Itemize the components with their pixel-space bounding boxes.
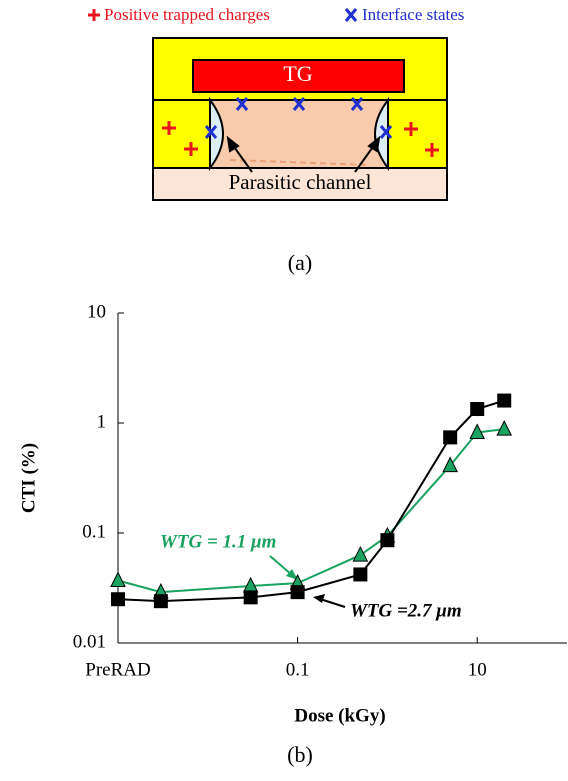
gate-label: TG (283, 61, 312, 86)
marker (290, 585, 305, 600)
channel-label: Parasitic channel (229, 170, 372, 194)
x-tick-label: PreRAD (85, 659, 150, 680)
legend-x-icon (344, 8, 358, 22)
marker (353, 567, 368, 582)
annotation-arrows (269, 555, 346, 608)
marker (243, 590, 258, 605)
y-tick-label: 0.1 (82, 521, 106, 542)
y-axis-label: CTI (%) (18, 443, 39, 513)
marker (470, 402, 485, 417)
marker (110, 571, 126, 587)
y-tick-label: 0.01 (73, 631, 106, 652)
legend-text: Interface states (362, 5, 464, 24)
interface-state-icons (204, 97, 393, 139)
channel-arrows (226, 135, 381, 173)
caption: (a) (288, 250, 312, 275)
legend-text: Positive trapped charges (104, 5, 270, 24)
series-annotation: WTG = 1.1 μm (160, 531, 276, 552)
marker (352, 545, 369, 562)
legend-plus-icon (88, 9, 100, 21)
x-tick-label: 0.1 (286, 659, 310, 680)
marker (469, 423, 486, 439)
marker (380, 533, 395, 548)
positive-charge-icons (162, 121, 439, 157)
marker (443, 430, 458, 445)
marker (153, 594, 168, 609)
y-tick-label: 1 (97, 411, 107, 432)
x-tick-label: 10 (468, 659, 487, 680)
marker (496, 419, 513, 436)
device-diagram (152, 37, 448, 201)
x-axis-label: Dose (kGy) (294, 705, 385, 726)
marker (442, 456, 458, 473)
series-line (117, 428, 505, 594)
marker (111, 592, 125, 607)
series-annotation: WTG =2.7 μm (350, 600, 462, 621)
marker (497, 393, 512, 408)
caption: (b) (287, 742, 313, 767)
y-tick-label: 10 (87, 301, 106, 322)
